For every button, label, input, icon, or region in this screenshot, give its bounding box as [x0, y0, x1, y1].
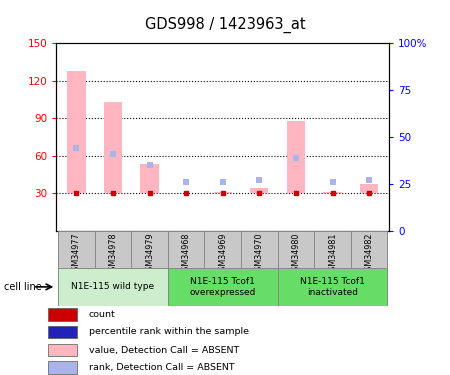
Text: GSM34981: GSM34981 — [328, 232, 337, 276]
Bar — [168, 268, 278, 306]
Text: GSM34980: GSM34980 — [292, 232, 301, 276]
Text: N1E-115 Tcof1
overexpressed: N1E-115 Tcof1 overexpressed — [189, 277, 256, 297]
Text: rank, Detection Call = ABSENT: rank, Detection Call = ABSENT — [89, 363, 234, 372]
Bar — [314, 231, 351, 268]
Text: GSM34970: GSM34970 — [255, 232, 264, 276]
Bar — [250, 188, 269, 193]
Text: value, Detection Call = ABSENT: value, Detection Call = ABSENT — [89, 345, 239, 354]
Bar — [48, 344, 76, 356]
Bar — [351, 231, 387, 268]
Text: percentile rank within the sample: percentile rank within the sample — [89, 327, 249, 336]
Bar — [140, 164, 159, 193]
Bar — [204, 231, 241, 268]
Text: cell line: cell line — [4, 282, 42, 292]
Text: N1E-115 Tcof1
inactivated: N1E-115 Tcof1 inactivated — [300, 277, 365, 297]
Bar — [104, 102, 122, 193]
Text: count: count — [89, 310, 115, 319]
Text: GSM34982: GSM34982 — [364, 232, 373, 276]
Bar — [48, 361, 76, 374]
Text: GSM34969: GSM34969 — [218, 232, 227, 276]
Bar — [48, 308, 76, 321]
Text: GSM34977: GSM34977 — [72, 232, 81, 276]
Bar — [287, 121, 305, 193]
Text: GSM34979: GSM34979 — [145, 232, 154, 276]
Bar — [58, 231, 94, 268]
Text: GSM34968: GSM34968 — [182, 232, 191, 276]
Text: GSM34978: GSM34978 — [108, 232, 117, 276]
Text: GDS998 / 1423963_at: GDS998 / 1423963_at — [145, 17, 305, 33]
Bar — [214, 192, 232, 193]
Bar — [241, 231, 278, 268]
Bar — [67, 70, 86, 193]
Bar — [58, 268, 168, 306]
Bar — [360, 184, 378, 193]
Bar — [94, 231, 131, 268]
Bar — [324, 192, 342, 193]
Text: N1E-115 wild type: N1E-115 wild type — [72, 282, 154, 291]
Bar — [278, 268, 387, 306]
Bar — [278, 231, 314, 268]
Bar — [48, 326, 76, 338]
Bar — [131, 231, 168, 268]
Bar — [168, 231, 204, 268]
